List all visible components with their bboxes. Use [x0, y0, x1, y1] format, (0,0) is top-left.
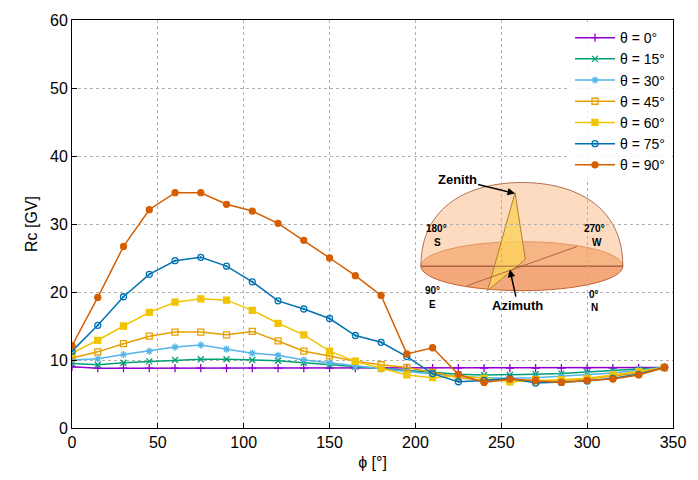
svg-text:N: N — [591, 302, 598, 313]
svg-text:θ = 45°: θ = 45° — [620, 94, 665, 110]
svg-text:90°: 90° — [425, 285, 440, 296]
svg-text:E: E — [429, 299, 436, 310]
svg-text:θ = 90°: θ = 90° — [620, 157, 665, 173]
svg-text:270°: 270° — [584, 223, 605, 234]
svg-text:ϕ [°]: ϕ [°] — [358, 454, 387, 471]
svg-text:θ = 15°: θ = 15° — [620, 51, 665, 67]
svg-text:150: 150 — [316, 434, 343, 451]
svg-text:θ = 60°: θ = 60° — [620, 115, 665, 131]
svg-text:40: 40 — [50, 148, 68, 165]
svg-text:20: 20 — [50, 284, 68, 301]
svg-text:θ = 75°: θ = 75° — [620, 136, 665, 152]
svg-text:0°: 0° — [589, 289, 599, 300]
svg-text:Azimuth: Azimuth — [492, 298, 543, 313]
svg-text:200: 200 — [402, 434, 429, 451]
svg-text:θ = 0°: θ = 0° — [620, 30, 657, 46]
svg-text:Rc [GV]: Rc [GV] — [23, 196, 40, 252]
svg-text:0: 0 — [59, 420, 68, 437]
svg-text:250: 250 — [488, 434, 515, 451]
svg-text:100: 100 — [230, 434, 257, 451]
svg-text:θ = 30°: θ = 30° — [620, 73, 665, 89]
svg-text:50: 50 — [149, 434, 167, 451]
svg-text:Zenith: Zenith — [438, 172, 477, 187]
svg-text:180°: 180° — [426, 223, 447, 234]
svg-text:350: 350 — [660, 434, 687, 451]
svg-text:50: 50 — [50, 80, 68, 97]
svg-text:60: 60 — [50, 12, 68, 29]
svg-text:30: 30 — [50, 216, 68, 233]
svg-text:S: S — [434, 237, 441, 248]
svg-text:300: 300 — [574, 434, 601, 451]
svg-text:0: 0 — [68, 434, 77, 451]
svg-text:W: W — [592, 237, 602, 248]
svg-text:10: 10 — [50, 352, 68, 369]
